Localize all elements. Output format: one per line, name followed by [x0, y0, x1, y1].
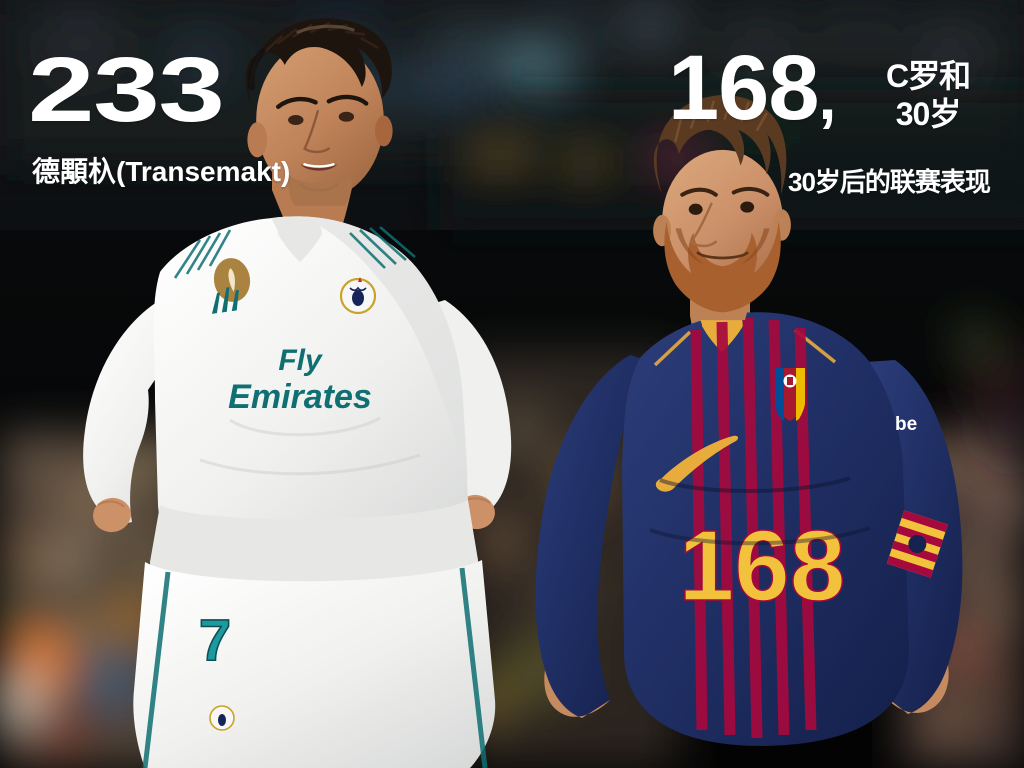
- svg-text:be: be: [895, 414, 917, 435]
- svg-text:168: 168: [679, 510, 846, 622]
